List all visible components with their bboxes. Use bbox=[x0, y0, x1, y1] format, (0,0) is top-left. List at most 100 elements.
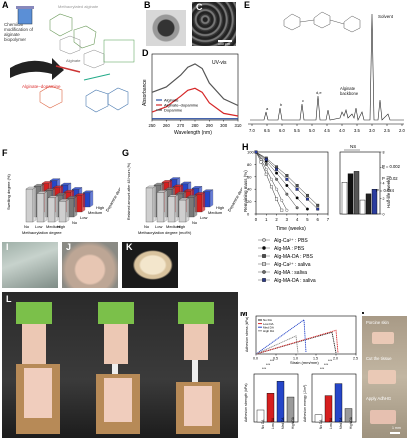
bar-side bbox=[89, 190, 94, 208]
half-life-bar bbox=[353, 171, 360, 215]
z-tick-label: No bbox=[192, 220, 198, 225]
n-scale-label: 1 mm bbox=[392, 426, 401, 430]
panel-label-h: H bbox=[242, 142, 249, 152]
x-tick-label: 2.0 bbox=[399, 128, 405, 133]
x-tick-label: High DA bbox=[291, 416, 295, 429]
x-tick-label: 260 bbox=[163, 123, 171, 128]
x-tick-label: Medium bbox=[166, 224, 181, 229]
bar-side bbox=[54, 195, 59, 223]
nmr-solvent-label: Solvent bbox=[378, 14, 394, 19]
half-life-bar bbox=[341, 182, 348, 215]
nmr-peak-a: a bbox=[266, 106, 269, 111]
panel-n: N Porcine skin Cut the tissue Apply AdhH… bbox=[362, 312, 407, 440]
z-tick-label: Low bbox=[80, 215, 87, 220]
z-tick-label: No bbox=[72, 220, 78, 225]
bar-side bbox=[174, 194, 179, 223]
bar-side bbox=[201, 192, 206, 213]
adhesion-bar bbox=[334, 383, 343, 423]
y-tick-label: 40 bbox=[247, 187, 252, 192]
nmr-spectrum: 7.0 6.5 6.0 5.5 5.0 4.5 4.0 3.5 3.0 2.5 2.0 bbox=[248, 11, 405, 133]
data-point bbox=[275, 171, 279, 175]
series-line bbox=[255, 151, 282, 211]
data-point bbox=[295, 196, 299, 200]
ns-label: NS bbox=[350, 144, 356, 149]
panel-label-n: N bbox=[362, 312, 365, 316]
adhesion-bar bbox=[256, 409, 265, 423]
bar bbox=[58, 200, 67, 223]
panel-a: A Chemical modification of alginate biop… bbox=[0, 0, 138, 140]
x-tick-label: 1.0 bbox=[293, 357, 298, 361]
x-tick-label: 0.5 bbox=[273, 357, 278, 361]
legend-label: Alg-Ca²⁺ : PBS bbox=[274, 238, 308, 244]
data-point bbox=[280, 198, 284, 202]
x-tick-label: Medium bbox=[46, 224, 61, 229]
data-point bbox=[275, 197, 279, 201]
significance-stars: *** bbox=[320, 367, 325, 371]
x-axis-label: Methacrylation degree bbox=[22, 230, 62, 235]
bar-side bbox=[185, 197, 190, 223]
series-line bbox=[151, 87, 239, 117]
y-tick-label: 8 bbox=[383, 151, 385, 155]
data-point bbox=[280, 208, 284, 212]
panel-label-m: M bbox=[240, 312, 248, 318]
x-tick-label: High bbox=[177, 224, 185, 229]
cut-tissue-caption: Cut the tissue bbox=[366, 356, 392, 361]
y-axis-label: Retained amount after 48 hours (%) bbox=[127, 163, 131, 220]
x-tick-label: 5 bbox=[306, 217, 309, 222]
x-tick-label: 3.0 bbox=[369, 128, 375, 133]
significance-stars: *** bbox=[262, 367, 267, 371]
strength-axis-label: Adhesion strength (kPa) bbox=[244, 383, 248, 422]
sem-scale-bar bbox=[218, 40, 232, 42]
legend-label: High DA bbox=[263, 329, 274, 333]
sem-scale-label: 100 μm bbox=[218, 42, 230, 46]
x-tick-label: 7 bbox=[327, 217, 330, 222]
p-value-2: P = 0.02 bbox=[382, 176, 398, 181]
legend-label: Dopamine bbox=[164, 108, 183, 113]
panel-label-b: B bbox=[144, 0, 151, 10]
tissue-adhesion-photo bbox=[62, 242, 118, 288]
panel-c: C 100 μm bbox=[190, 0, 238, 48]
x-tick-label: High DA bbox=[349, 416, 353, 429]
x-tick-label: No bbox=[24, 224, 30, 229]
significance-stars: *** bbox=[328, 359, 333, 363]
bar bbox=[178, 199, 187, 223]
legend-label: Low DA bbox=[263, 322, 274, 326]
legend-label: Alginate bbox=[164, 98, 179, 103]
legend-label: Alg-MA-DA : PBS bbox=[274, 254, 314, 260]
uv-vis-chart: UV-vis Absorbance Wavelength (nm) 250 260… bbox=[142, 53, 242, 136]
x-axis-label: Time (weeks) bbox=[276, 226, 306, 232]
significance-stars: *** bbox=[266, 363, 271, 367]
p-value-3: P = 0.024 bbox=[376, 188, 395, 193]
degradation-chart: Remaining mass (%) Time (weeks) 0 1 2 3 4 5 6 7… bbox=[243, 144, 401, 284]
z-tick-label: Low bbox=[200, 215, 207, 220]
x-tick-label: 2.5 bbox=[353, 357, 358, 361]
x-tick-label: Low bbox=[155, 224, 162, 229]
plot-frame bbox=[255, 151, 329, 215]
y-tick-label: 60 bbox=[247, 174, 252, 179]
data-point bbox=[305, 193, 309, 197]
x-tick-label: No DA bbox=[261, 419, 265, 429]
half-life-axis-label: Half-life (weeks) bbox=[386, 175, 391, 208]
apply-adhesive-caption: Apply AdhHG bbox=[366, 396, 392, 401]
data-point bbox=[285, 177, 289, 181]
energy-plot-frame bbox=[311, 373, 357, 423]
y-axis-label: Absorbance bbox=[142, 79, 148, 106]
specimen-3 bbox=[176, 302, 220, 434]
half-life-bar bbox=[365, 193, 372, 215]
x-tick-label: 6.5 bbox=[264, 128, 270, 133]
panel-d: D UV-vis Absorbance Wavelength (nm) 250 2… bbox=[138, 48, 242, 138]
panel-e: E 7.0 6.5 6.0 5.5 5.0 4.5 4.0 3.5 3.0 2.5 2.0 Solv… bbox=[244, 0, 407, 140]
z-axis-label: Dopamine degree bbox=[105, 182, 120, 213]
y-tick-label: 0 bbox=[247, 212, 250, 217]
x-tick-label: 290 bbox=[206, 123, 214, 128]
data-point bbox=[269, 185, 273, 189]
data-point bbox=[295, 184, 299, 187]
y-tick-label: 80 bbox=[247, 162, 252, 167]
tensile-test-sequence bbox=[16, 302, 220, 434]
bar-side bbox=[209, 189, 214, 208]
x-tick-label: 3 bbox=[286, 217, 289, 222]
x-tick-label: 0 bbox=[255, 217, 258, 222]
y-axis-label: Remaining mass (%) bbox=[243, 170, 248, 212]
x-axis-label: Strain (mm/mm) bbox=[290, 360, 319, 365]
bar bbox=[167, 196, 176, 223]
